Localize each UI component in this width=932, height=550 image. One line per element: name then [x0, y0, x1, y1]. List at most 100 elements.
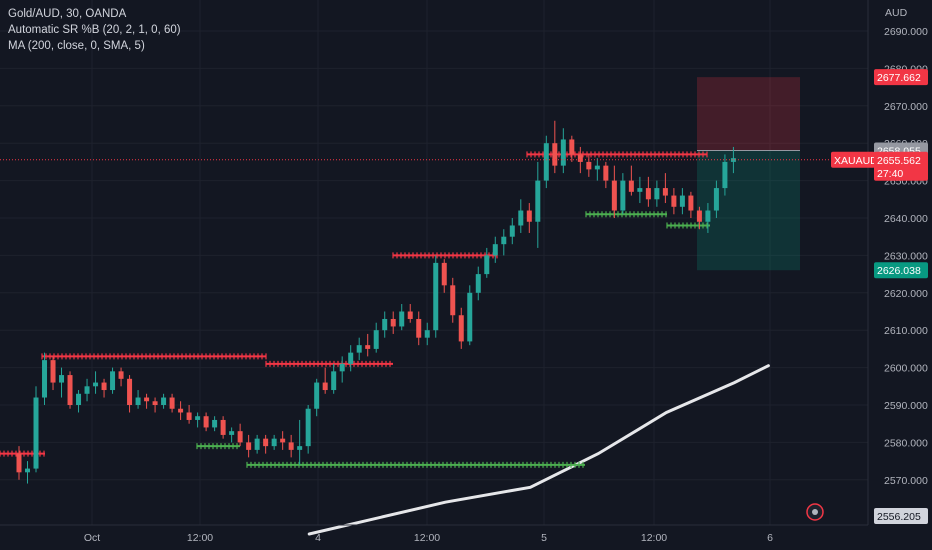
candle [186, 405, 192, 424]
candle-body [399, 311, 405, 327]
candle [203, 412, 209, 432]
candle-body [552, 143, 558, 166]
candle [594, 158, 600, 181]
symbol-title[interactable]: Gold/AUD, 30, OANDA [8, 8, 127, 20]
candle [254, 434, 260, 454]
candle [331, 363, 337, 394]
candle [407, 304, 413, 323]
candle-body [101, 382, 107, 391]
candle-body [288, 442, 294, 450]
candle [382, 311, 388, 338]
candle [246, 434, 252, 458]
candle-body [186, 412, 192, 420]
candle-body [169, 397, 175, 409]
candle-body [526, 210, 532, 222]
candle [645, 176, 651, 207]
candle-body [314, 382, 320, 409]
candle-body [637, 188, 643, 192]
candle-body [628, 180, 634, 192]
candle [322, 367, 328, 394]
candle-body [271, 438, 277, 447]
badge-text: 2655.562 [877, 155, 921, 167]
candle [484, 247, 490, 278]
candle-body [705, 210, 711, 222]
candle-body [492, 244, 498, 256]
target-price-badge[interactable]: 2626.038 [874, 262, 928, 279]
candle-body [620, 180, 626, 211]
candle-body [25, 468, 31, 473]
candle-body [535, 180, 541, 222]
candle [620, 173, 626, 215]
candle-body [178, 408, 184, 413]
badge-bg [874, 69, 928, 86]
candle-body [50, 360, 56, 383]
candle [339, 356, 345, 383]
candle-body [467, 292, 473, 342]
badge-bg [831, 151, 875, 168]
stop-price-badge[interactable]: 2677.662 [874, 69, 928, 86]
candle [424, 322, 430, 346]
candle-body [144, 397, 150, 402]
candle-body [254, 438, 260, 450]
candle-body [475, 274, 481, 293]
candle [348, 345, 354, 372]
candle [76, 390, 82, 413]
candle-body [280, 438, 286, 443]
indicator-ma-label[interactable]: MA (200, close, 0, SMA, 5) [8, 40, 145, 52]
badge-bg [874, 151, 928, 168]
candle [118, 367, 124, 387]
candle-body [152, 401, 158, 405]
symbol-badge[interactable]: XAUAUD [831, 151, 878, 168]
time-tick-label: Oct [84, 532, 100, 544]
countdown-badge[interactable]: 27:40 [874, 164, 928, 181]
take-profit-zone [697, 150, 800, 271]
candle [356, 337, 362, 361]
candle [654, 180, 660, 207]
price-tick-label: 2630.000 [884, 250, 928, 262]
price-tick-label: 2620.000 [884, 288, 928, 300]
candle-body [645, 188, 651, 200]
price-axis-currency: AUD [885, 7, 908, 19]
candle [730, 146, 736, 174]
price-tick-label: 2580.000 [884, 437, 928, 449]
candle-body [424, 330, 430, 338]
candle [611, 165, 617, 218]
support-level [246, 461, 585, 468]
candle-body [730, 158, 736, 162]
candle-body [654, 188, 660, 200]
candle [169, 393, 175, 413]
candle-body [246, 442, 252, 450]
candle-body [696, 210, 702, 222]
candle [297, 419, 303, 465]
indicator-sr-label[interactable]: Automatic SR %B (20, 2, 1, 0, 60) [8, 24, 181, 36]
bottom-price-badge[interactable]: 2556.205 [874, 508, 928, 524]
candle-body [195, 416, 201, 420]
candle-body [407, 311, 413, 319]
candle-body [263, 438, 269, 447]
time-tick-label: 4 [315, 532, 321, 544]
candle-body [577, 154, 583, 162]
candle-body [339, 363, 345, 372]
candle-body [611, 180, 617, 211]
candle-body [237, 431, 243, 443]
candle-body [390, 318, 396, 327]
candle [713, 180, 719, 218]
candle [433, 255, 439, 338]
candle [560, 128, 566, 174]
candle [679, 188, 685, 215]
candle [237, 423, 243, 447]
candle [552, 120, 558, 174]
last-price-badge[interactable]: 2655.562 [874, 151, 928, 168]
badge-text: 2626.038 [877, 265, 921, 277]
candle [603, 161, 609, 189]
candle [178, 401, 184, 420]
candle-body [543, 143, 549, 181]
candle-body [671, 195, 677, 207]
badge-text: XAUAUD [834, 155, 878, 167]
badge-bg [874, 262, 928, 279]
price-tick-label: 2690.000 [884, 26, 928, 38]
candle [492, 236, 498, 263]
price-tick-label: 2640.000 [884, 213, 928, 225]
